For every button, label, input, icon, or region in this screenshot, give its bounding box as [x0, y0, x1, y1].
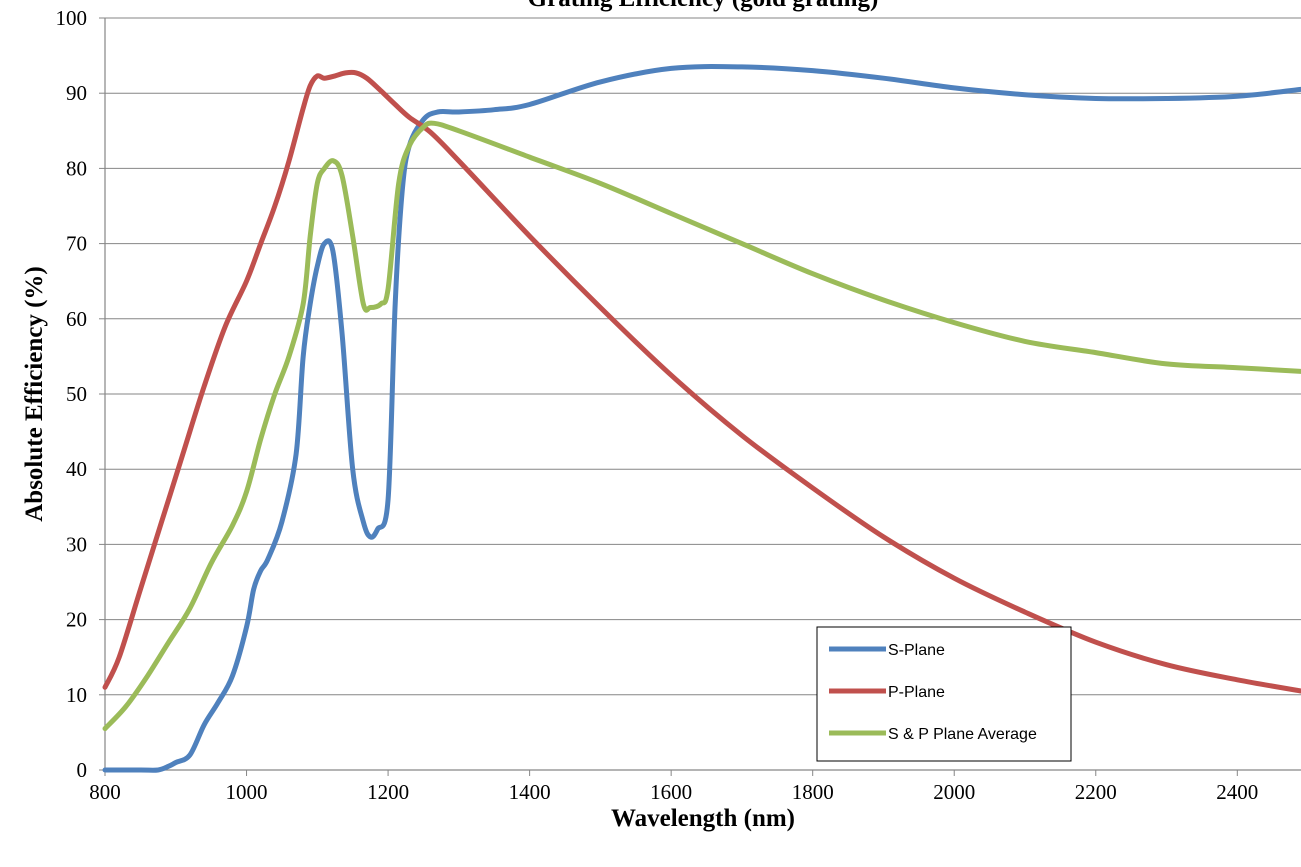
- y-tick-label-90: 90: [66, 81, 87, 105]
- x-tick-label-1200: 1200: [367, 780, 409, 804]
- y-axis-title: Absolute Efficiency (%): [21, 266, 48, 522]
- x-tick-label-2000: 2000: [933, 780, 975, 804]
- x-tick-label-2200: 2200: [1075, 780, 1117, 804]
- y-tick-label-60: 60: [66, 307, 87, 331]
- series-lines: [102, 64, 1301, 773]
- y-tick-label-20: 20: [66, 608, 87, 632]
- y-tick-label-100: 100: [56, 6, 88, 30]
- chart-title: Grating Efficiency (gold grating): [528, 0, 879, 12]
- y-tick-label-40: 40: [66, 457, 87, 481]
- legend: S-Plane P-Plane S & P Plane Average: [816, 626, 1072, 762]
- y-tick-label-0: 0: [77, 758, 88, 782]
- y-tick-label-50: 50: [66, 382, 87, 406]
- y-tick-label-70: 70: [66, 232, 87, 256]
- axes: [99, 17, 1301, 776]
- series-line-p-plane: [102, 69, 1301, 694]
- x-axis-title: Wavelength (nm): [611, 805, 795, 832]
- legend-label-s-p-plane-average: S & P Plane Average: [888, 726, 1037, 743]
- legend-label-s-plane: S-Plane: [888, 642, 945, 659]
- y-tick-label-80: 80: [66, 156, 87, 180]
- legend-label-p-plane: P-Plane: [888, 684, 945, 701]
- x-tick-label-800: 800: [89, 780, 121, 804]
- x-tick-label-1800: 1800: [792, 780, 834, 804]
- gridlines: [105, 17, 1301, 696]
- x-tick-label-2400: 2400: [1216, 780, 1258, 804]
- series-line-s-p-plane-average: [102, 120, 1301, 732]
- tick-labels: 0 10 20 30 40 50 60 70 80 90 100 800 1000 1200 1400 160…: [56, 6, 1259, 804]
- x-tick-label-1400: 1400: [509, 780, 551, 804]
- x-tick-label-1000: 1000: [226, 780, 268, 804]
- y-tick-label-10: 10: [66, 683, 87, 707]
- x-tick-label-1600: 1600: [650, 780, 692, 804]
- series-line-s-plane: [102, 64, 1301, 773]
- y-tick-label-30: 30: [66, 532, 87, 556]
